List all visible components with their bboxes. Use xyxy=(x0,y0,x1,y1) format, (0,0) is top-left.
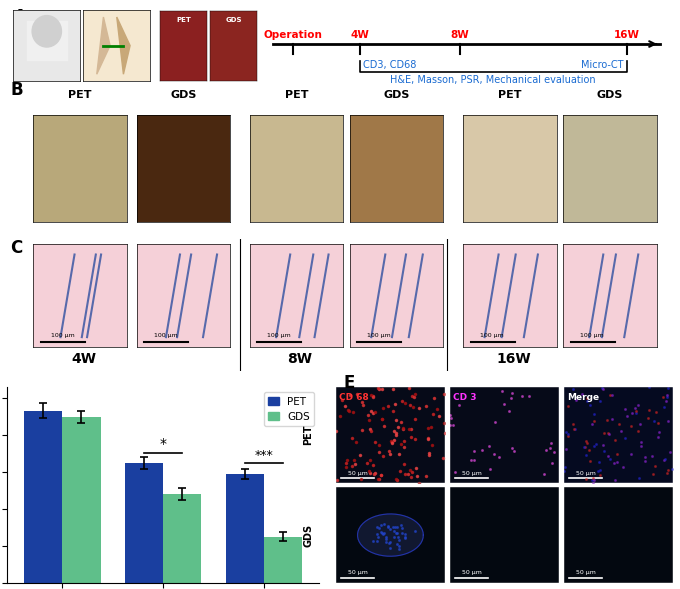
Text: 50 μm: 50 μm xyxy=(347,471,367,475)
Bar xyxy=(124,462,163,583)
Text: CD 3: CD 3 xyxy=(453,393,477,402)
Text: PET: PET xyxy=(69,90,92,100)
Text: CD 68: CD 68 xyxy=(339,393,369,402)
Text: E: E xyxy=(343,374,355,392)
Text: Micro-CT: Micro-CT xyxy=(581,60,624,70)
Text: C: C xyxy=(10,239,22,257)
Text: 50 μm: 50 μm xyxy=(462,471,481,475)
Text: 50 μm: 50 μm xyxy=(347,571,367,575)
Text: 50 μm: 50 μm xyxy=(575,471,596,475)
Text: 16W: 16W xyxy=(613,30,640,40)
Text: GDS: GDS xyxy=(303,524,313,547)
Text: 4W: 4W xyxy=(71,352,96,366)
Text: ***: *** xyxy=(254,449,273,462)
Text: GDS: GDS xyxy=(597,90,623,100)
Bar xyxy=(63,417,101,583)
Text: H&E, Masson, PSR, Mechanical evaluation: H&E, Masson, PSR, Mechanical evaluation xyxy=(390,75,596,85)
Text: PET: PET xyxy=(285,90,309,100)
Text: Operation: Operation xyxy=(264,30,323,40)
Legend: PET, GDS: PET, GDS xyxy=(265,392,314,426)
Text: PET: PET xyxy=(498,90,522,100)
Text: 8W: 8W xyxy=(451,30,469,40)
Polygon shape xyxy=(358,514,424,556)
Bar xyxy=(163,494,201,583)
Text: 16W: 16W xyxy=(496,352,530,366)
Bar xyxy=(264,537,302,583)
Text: 4W: 4W xyxy=(351,30,369,40)
Text: 50 μm: 50 μm xyxy=(575,571,596,575)
Text: Merge: Merge xyxy=(567,393,599,402)
Bar xyxy=(226,474,264,583)
Text: PET: PET xyxy=(303,425,313,445)
Text: CD3, CD68: CD3, CD68 xyxy=(363,60,417,70)
Text: *: * xyxy=(160,438,167,452)
Text: B: B xyxy=(10,81,22,99)
Text: GDS: GDS xyxy=(384,90,410,100)
Text: A: A xyxy=(14,8,27,27)
Bar xyxy=(24,411,63,583)
Text: 8W: 8W xyxy=(288,352,313,366)
Text: GDS: GDS xyxy=(170,90,197,100)
Text: 50 μm: 50 μm xyxy=(462,571,481,575)
